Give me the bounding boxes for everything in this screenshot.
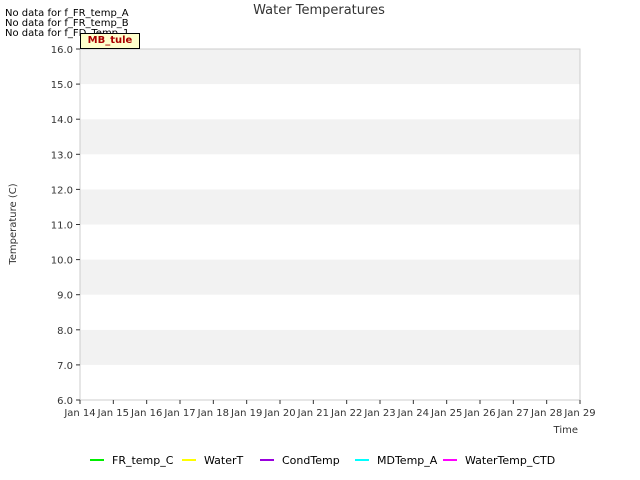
legend-item: CondTemp (260, 450, 340, 470)
x-tick-label: Jan 25 (430, 408, 462, 419)
y-tick-label: 16.0 (51, 45, 73, 56)
legend-label: CondTemp (282, 453, 340, 467)
legend-swatch (260, 459, 274, 461)
x-tick-label: Jan 16 (130, 408, 162, 419)
legend-label: MDTemp_A (377, 453, 438, 467)
legend-swatch (443, 459, 457, 461)
x-tick-label: Jan 17 (163, 408, 195, 419)
x-axis-label: Time (553, 425, 578, 436)
y-tick-label: 13.0 (51, 150, 73, 161)
x-tick-label: Jan 28 (530, 408, 562, 419)
legend-label: WaterT (204, 453, 244, 467)
plot-background-bands (80, 49, 580, 400)
y-tick-label: 10.0 (51, 256, 73, 267)
x-tick-label: Jan 24 (397, 408, 429, 419)
grid-band (80, 259, 580, 295)
grid-band (80, 224, 580, 260)
grid-band (80, 84, 580, 120)
x-tick-label: Jan 14 (63, 408, 95, 419)
site-badge: MB_tule (80, 33, 140, 49)
grid-band (80, 119, 580, 155)
grid-band (80, 49, 580, 85)
y-tick-label: 12.0 (51, 185, 73, 196)
y-tick-label: 6.0 (57, 396, 73, 407)
x-tick-label: Jan 22 (330, 408, 362, 419)
y-tick-label: 8.0 (57, 326, 73, 337)
grid-band (80, 294, 580, 330)
legend-swatch (90, 459, 104, 461)
y-axis-label: Temperature (C) (8, 183, 19, 265)
y-tick-label: 11.0 (51, 221, 73, 232)
x-tick-label: Jan 23 (363, 408, 395, 419)
legend-item: WaterT (182, 450, 243, 470)
x-tick-label: Jan 20 (263, 408, 295, 419)
no-data-message: No data for f_FD_Temp_1 (5, 28, 130, 39)
y-tick-label: 15.0 (51, 80, 73, 91)
legend-swatch (182, 459, 196, 461)
grid-band (80, 189, 580, 225)
legend-item: WaterTemp_CTD (443, 450, 555, 470)
grid-band (80, 329, 580, 365)
legend-label: WaterTemp_CTD (465, 453, 556, 467)
legend-label: FR_temp_C (112, 453, 174, 467)
legend-item: MDTemp_A (355, 450, 437, 470)
grid-band (80, 154, 580, 190)
y-axis: 6.0 7.0 8.0 9.0 10.0 11.0 12.0 13.0 14.0 15.0 16.0 (51, 45, 80, 407)
x-tick-label: Jan 27 (497, 408, 529, 419)
y-tick-label: 7.0 (57, 361, 73, 372)
y-tick-label: 9.0 (57, 291, 73, 302)
no-data-message: No data for f_FR_temp_B (5, 18, 129, 29)
chart-title: Water Temperatures (253, 3, 385, 18)
legend-item: FR_temp_C (90, 450, 173, 470)
x-tick-label: Jan 21 (297, 408, 329, 419)
x-tick-label: Jan 19 (230, 408, 262, 419)
grid-band (80, 364, 580, 400)
x-tick-label: Jan 15 (97, 408, 129, 419)
x-tick-label: Jan 18 (197, 408, 229, 419)
legend-swatch (355, 459, 369, 461)
legend: FR_temp_C WaterT CondTemp MDTemp_A WaterTemp… (0, 450, 640, 470)
no-data-message: No data for f_FR_temp_A (5, 8, 129, 19)
x-tick-label: Jan 26 (463, 408, 495, 419)
x-tick-label: Jan 29 (563, 408, 595, 419)
x-axis: Jan 14 Jan 15 Jan 16 Jan 17 Jan 18 Jan 19 Jan … (63, 400, 596, 419)
y-tick-label: 14.0 (51, 115, 73, 126)
